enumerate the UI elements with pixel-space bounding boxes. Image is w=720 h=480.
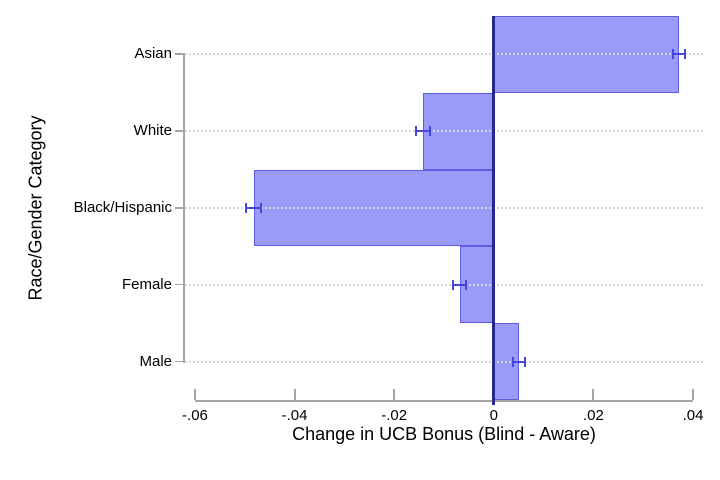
- category-label: Female: [121, 275, 172, 293]
- category-label: Asian: [134, 45, 172, 63]
- x-tick-label: 0: [489, 407, 498, 424]
- x-tick-label: -.02: [381, 407, 408, 424]
- gridline: [185, 53, 703, 56]
- error-bar-cap: [671, 49, 674, 60]
- gridline: [185, 360, 703, 363]
- error-bar-cap: [451, 279, 454, 290]
- gridline: [185, 283, 703, 286]
- error-bar-cap: [260, 203, 263, 213]
- x-tick-label: .04: [682, 407, 704, 424]
- plot-area: Asian White Black/Hispanic Female Male -.06 -.…: [74, 16, 703, 424]
- error-bar: [452, 283, 467, 286]
- zero-line: [492, 16, 496, 405]
- category-label: Black/Hispanic: [73, 199, 172, 216]
- y-axis-line: [183, 53, 185, 363]
- error-bar: [512, 360, 526, 363]
- x-tick-label: -.04: [281, 407, 308, 424]
- error-bar: [672, 53, 685, 56]
- error-bar-cap: [415, 126, 418, 137]
- x-tick: [293, 389, 296, 400]
- x-tick: [393, 389, 396, 400]
- y-tick: [175, 130, 183, 132]
- error-bar-cap: [683, 49, 686, 60]
- y-axis-title: Race/Gender Category: [25, 115, 46, 301]
- x-tick-label: .02: [582, 407, 604, 424]
- error-bar: [416, 130, 431, 133]
- gridline: [185, 207, 703, 209]
- gridline: [185, 130, 703, 133]
- category-label: Male: [139, 352, 172, 370]
- x-tick: [592, 389, 595, 400]
- x-axis-title: Change in UCB Bonus (Blind - Aware): [292, 424, 596, 444]
- y-tick: [175, 283, 183, 286]
- error-bar-cap: [524, 356, 527, 367]
- error-bar-cap: [429, 126, 432, 137]
- error-bar-cap: [245, 203, 248, 213]
- x-tick-label: -.06: [182, 407, 208, 424]
- y-tick: [175, 360, 183, 363]
- category-label: White: [133, 122, 172, 140]
- error-bar-cap: [465, 279, 468, 290]
- y-tick: [175, 53, 183, 55]
- x-tick: [193, 389, 196, 400]
- y-tick: [175, 207, 183, 209]
- x-tick: [692, 389, 695, 400]
- error-bar: [246, 207, 262, 209]
- x-axis-line: [194, 400, 694, 402]
- error-bar-cap: [511, 356, 514, 367]
